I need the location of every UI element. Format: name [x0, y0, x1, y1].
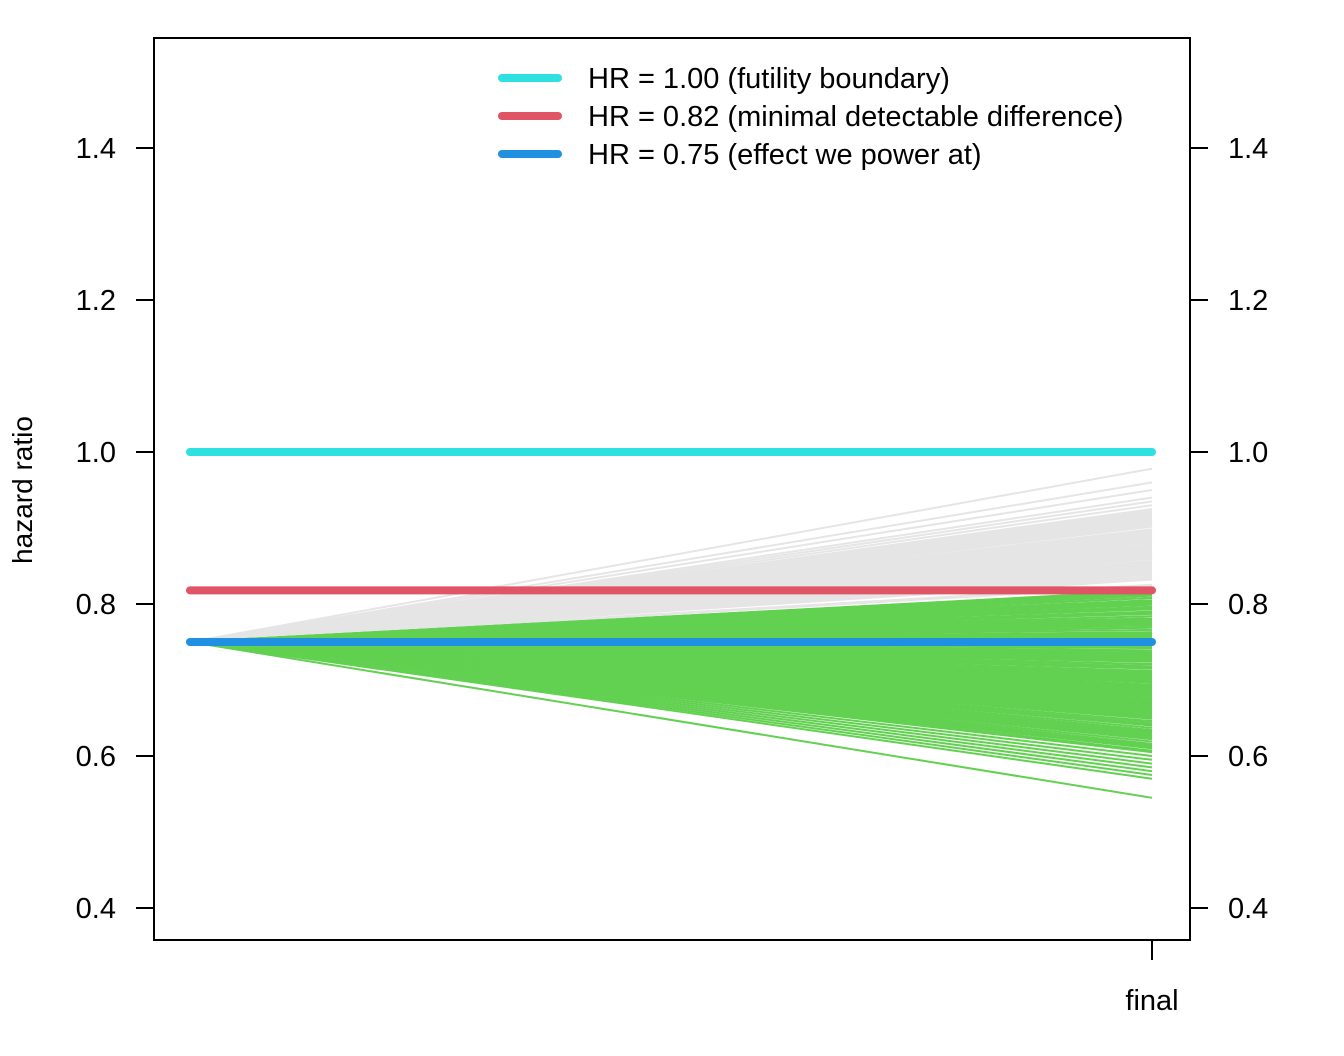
y-tick-label-left: 1.2	[76, 285, 116, 317]
x-axis: final	[1125, 940, 1179, 1017]
y-tick-label-left: 0.8	[76, 589, 116, 621]
plot-frame	[153, 37, 1191, 941]
failure-trajectory-line	[189, 570, 1153, 643]
y-tick-label-right: 1.4	[1228, 133, 1268, 165]
legend-label-2: HR = 0.75 (effect we power at)	[588, 139, 982, 171]
y-tick-label-left: 0.4	[76, 893, 116, 925]
reference-lines	[186, 448, 1156, 646]
success-trajectory-line	[189, 590, 1153, 643]
failure-trajectory-line	[189, 481, 1153, 643]
legend: HR = 1.00 (futility boundary) HR = 0.82 (…	[498, 63, 1123, 171]
y-tick-label-right: 1.0	[1228, 437, 1268, 469]
success-trajectory-line	[189, 641, 1153, 754]
y-tick-label-right: 0.8	[1228, 589, 1268, 621]
failure-trajectory-line	[189, 467, 1153, 643]
y-axis-title: hazard ratio	[7, 416, 38, 564]
x-tick-label-final: final	[1125, 985, 1178, 1017]
success-trajectory-line	[189, 641, 1153, 799]
failure-trajectory-line	[189, 563, 1153, 643]
y-tick-label-left: 1.4	[76, 133, 116, 165]
y-axis-left: 0.4 0.6 0.8 1.0 1.2 1.4	[76, 133, 154, 925]
y-axis-right: 0.4 0.6 0.8 1.0 1.2 1.4	[1190, 133, 1268, 925]
failure-trajectory-line	[189, 555, 1153, 643]
failure-trajectory-line	[189, 546, 1153, 643]
y-tick-label-right: 1.2	[1228, 285, 1268, 317]
y-tick-label-right: 0.6	[1228, 741, 1268, 773]
y-tick-label-right: 0.4	[1228, 893, 1268, 925]
y-tick-label-left: 0.6	[76, 741, 116, 773]
legend-label-1: HR = 0.82 (minimal detectable difference…	[588, 101, 1123, 133]
failure-trajectory-line	[189, 519, 1153, 643]
failure-trajectory-line	[189, 489, 1153, 643]
y-tick-label-left: 1.0	[76, 437, 116, 469]
legend-label-0: HR = 1.00 (futility boundary)	[588, 63, 950, 95]
failure-trajectories	[189, 467, 1153, 643]
